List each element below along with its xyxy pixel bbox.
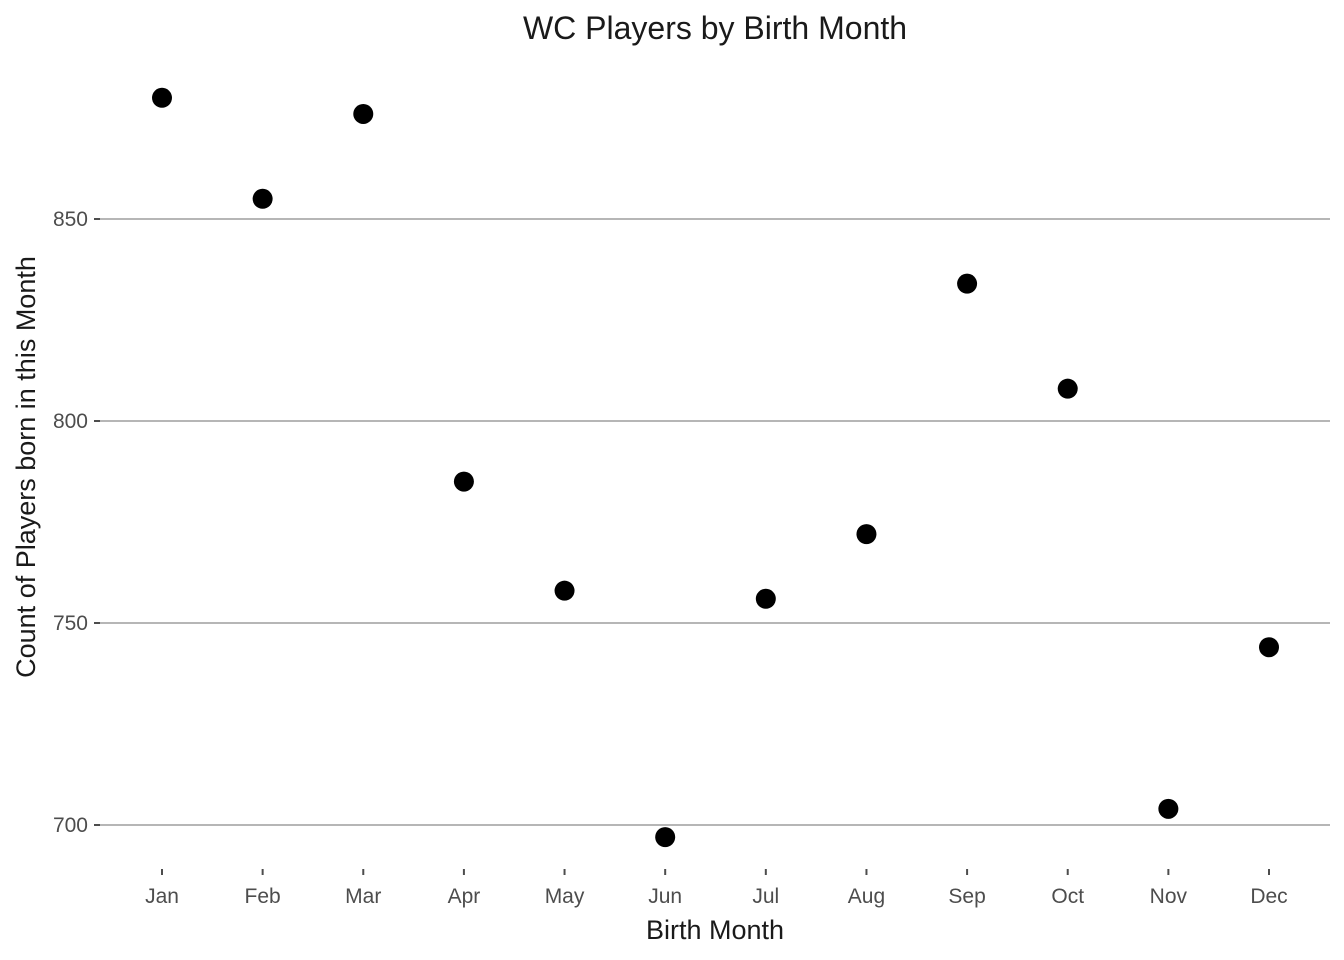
y-tick-label: 850: [53, 208, 88, 231]
data-point-dec: [1259, 637, 1279, 658]
y-axis: 700 750 800 850: [53, 208, 100, 837]
data-point-oct: [1057, 378, 1078, 399]
x-tick-label: May: [545, 885, 585, 908]
chart-title: WC Players by Birth Month: [523, 10, 907, 46]
x-tick-label: Nov: [1150, 885, 1188, 908]
x-tick-label: Aug: [848, 885, 885, 908]
data-point-mar: [353, 103, 374, 124]
data-point-jun: [655, 827, 676, 848]
data-point-may: [554, 580, 575, 601]
data-point-apr: [453, 471, 474, 492]
x-tick-label: Dec: [1250, 885, 1287, 908]
data-point-jul: [755, 588, 776, 609]
x-tick-label: Oct: [1051, 885, 1084, 908]
data-point-nov: [1158, 798, 1179, 819]
y-tick-label: 800: [53, 410, 88, 433]
gridlines: [100, 218, 1330, 826]
x-tick-label: Jun: [648, 885, 682, 908]
data-point-feb: [252, 188, 273, 209]
y-axis-title: Count of Players born in this Month: [11, 256, 41, 678]
x-tick-label: Sep: [948, 885, 985, 908]
x-axis-title: Birth Month: [646, 915, 784, 945]
x-axis: Jan Feb Mar Apr May Jun Jul Aug Sep Oct Nov Dec: [145, 869, 1288, 908]
data-point-aug: [856, 524, 877, 545]
x-tick-label: Mar: [345, 885, 381, 908]
x-tick-label: Apr: [448, 885, 481, 908]
y-tick-label: 750: [53, 612, 88, 635]
data-points: [152, 87, 1279, 848]
x-tick-label: Jan: [145, 885, 179, 908]
x-tick-label: Jul: [752, 885, 779, 908]
y-tick-label: 700: [53, 814, 88, 837]
x-tick-label: Feb: [245, 885, 281, 908]
data-point-jan: [152, 87, 172, 108]
data-point-sep: [957, 273, 978, 294]
